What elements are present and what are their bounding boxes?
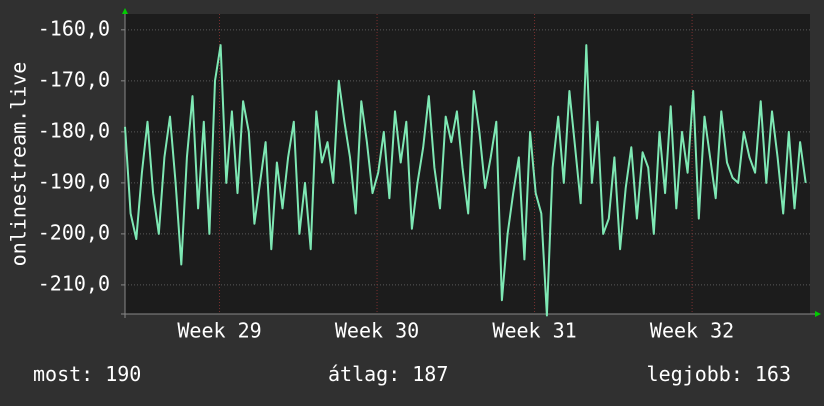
stat-label: most: [33,362,93,386]
stat-label: átlag: [328,362,400,386]
x-tick-label: Week 29 [177,319,261,343]
y-tick-label: -170,0 [38,67,110,91]
x-tick-label: Week 31 [492,319,576,343]
x-tick-label: Week 30 [335,319,419,343]
x-tick-label: Week 32 [650,319,734,343]
y-tick-label: -160,0 [38,16,110,40]
stat: most: 190 [33,362,141,386]
stat-value: 190 [105,362,141,386]
stat-value: 187 [412,362,448,386]
y-axis-label: onlinestream.live [7,62,31,267]
y-tick-label: -210,0 [38,271,110,295]
stat: legjobb: 163 [647,362,791,386]
y-tick-label: -190,0 [38,169,110,193]
y-tick-label: -180,0 [38,118,110,142]
axis-arrow [122,8,128,14]
y-tick-label: -200,0 [38,220,110,244]
stat-label: legjobb: [647,362,743,386]
data-line [124,44,807,317]
stat-value: 163 [755,362,791,386]
axis-arrow [815,311,821,317]
stat: átlag: 187 [328,362,448,386]
